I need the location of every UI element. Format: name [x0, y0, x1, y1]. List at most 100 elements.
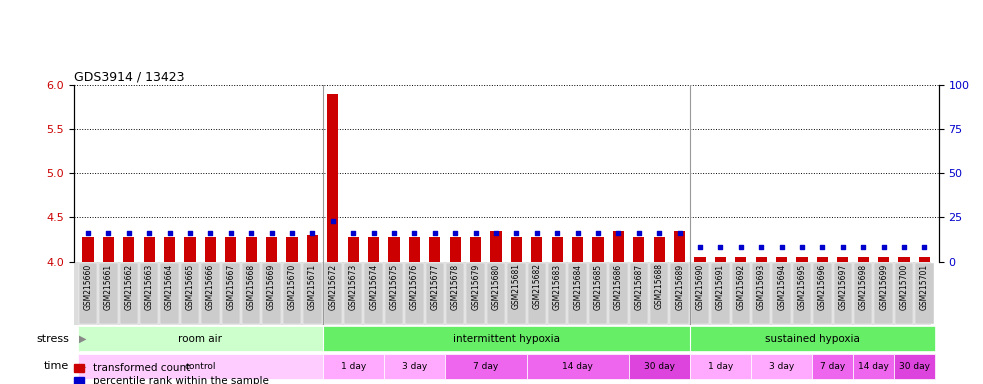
Bar	[160, 263, 179, 324]
Bar	[817, 257, 828, 262]
Bar	[262, 263, 281, 324]
Bar	[103, 237, 114, 262]
Bar	[650, 263, 668, 324]
Point	[407, 230, 423, 236]
Bar	[388, 237, 400, 262]
Bar	[812, 354, 853, 379]
Text: GSM215669: GSM215669	[267, 263, 276, 310]
Bar	[344, 263, 363, 324]
Bar	[383, 354, 445, 379]
Point	[386, 230, 402, 236]
Bar	[654, 237, 665, 262]
Bar	[511, 237, 522, 262]
Bar	[551, 237, 563, 262]
Bar	[568, 263, 587, 324]
Bar	[813, 263, 832, 324]
Bar	[895, 263, 913, 324]
Text: GSM215664: GSM215664	[165, 263, 174, 310]
Bar	[572, 237, 583, 262]
Point	[529, 230, 545, 236]
Bar	[181, 263, 200, 324]
Bar	[549, 263, 566, 324]
Text: room air: room air	[178, 334, 222, 344]
Text: control: control	[185, 362, 216, 371]
Bar	[286, 237, 298, 262]
Bar	[221, 263, 240, 324]
Point	[447, 230, 463, 236]
Text: 30 day: 30 day	[644, 362, 674, 371]
Bar	[470, 237, 482, 262]
Bar	[140, 263, 158, 324]
Bar	[670, 263, 689, 324]
Point	[223, 230, 239, 236]
Text: GSM215675: GSM215675	[389, 263, 398, 310]
Bar	[752, 263, 771, 324]
Bar	[854, 263, 873, 324]
Bar	[123, 237, 135, 262]
Point	[671, 230, 687, 236]
Point	[835, 244, 850, 250]
Bar	[919, 257, 930, 262]
Bar	[875, 263, 893, 324]
Bar	[630, 263, 648, 324]
Text: 3 day: 3 day	[402, 362, 427, 371]
Point	[468, 230, 484, 236]
Point	[549, 230, 565, 236]
Point	[81, 230, 96, 236]
Bar	[838, 257, 848, 262]
Bar	[365, 263, 382, 324]
Point	[876, 244, 892, 250]
Bar	[426, 263, 444, 324]
Bar	[691, 263, 710, 324]
Bar	[409, 237, 420, 262]
Text: 7 day: 7 day	[473, 362, 498, 371]
Text: GSM215690: GSM215690	[696, 263, 705, 310]
Point	[121, 230, 137, 236]
Bar	[491, 231, 501, 262]
Point	[366, 230, 381, 236]
Bar	[507, 263, 526, 324]
Text: GSM215665: GSM215665	[186, 263, 195, 310]
Bar	[773, 263, 791, 324]
Bar	[853, 354, 894, 379]
Bar	[78, 354, 322, 379]
Text: GSM215700: GSM215700	[899, 263, 908, 310]
Bar	[756, 257, 767, 262]
Point	[489, 230, 504, 236]
Bar	[690, 354, 751, 379]
Text: GSM215682: GSM215682	[533, 263, 542, 310]
Bar	[694, 257, 706, 262]
Bar	[322, 354, 383, 379]
Bar	[204, 237, 216, 262]
Text: GSM215662: GSM215662	[124, 263, 134, 310]
Text: GSM215661: GSM215661	[104, 263, 113, 310]
Point	[733, 244, 749, 250]
Text: 14 day: 14 day	[562, 362, 593, 371]
Text: 30 day: 30 day	[898, 362, 930, 371]
Bar	[776, 257, 787, 262]
Bar	[674, 231, 685, 262]
Bar	[385, 263, 403, 324]
Text: GSM215677: GSM215677	[431, 263, 439, 310]
Bar	[185, 237, 196, 262]
Bar	[303, 263, 321, 324]
Point	[305, 230, 320, 236]
Point	[753, 244, 769, 250]
Point	[590, 230, 606, 236]
Text: GSM215691: GSM215691	[716, 263, 725, 310]
Text: GSM215680: GSM215680	[492, 263, 500, 310]
Point	[263, 230, 279, 236]
Bar	[834, 263, 852, 324]
Text: 1 day: 1 day	[340, 362, 366, 371]
Bar	[445, 354, 527, 379]
Point	[774, 244, 789, 250]
Text: GSM215696: GSM215696	[818, 263, 827, 310]
Bar	[629, 354, 690, 379]
Text: GSM215670: GSM215670	[287, 263, 297, 310]
Point	[508, 230, 524, 236]
Point	[345, 230, 361, 236]
Text: intermittent hypoxia: intermittent hypoxia	[453, 334, 559, 344]
Bar	[246, 237, 257, 262]
Point	[570, 230, 586, 236]
Text: 14 day: 14 day	[858, 362, 889, 371]
